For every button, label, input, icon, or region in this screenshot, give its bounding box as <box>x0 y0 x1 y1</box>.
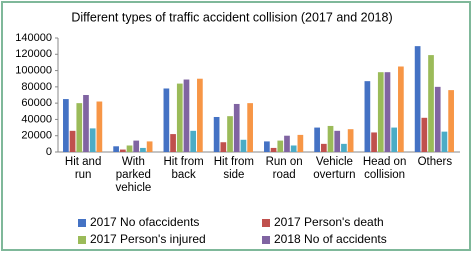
bar <box>290 145 297 152</box>
bar <box>364 81 371 152</box>
legend-label: 2017 No ofaccidents <box>90 215 199 229</box>
bar <box>334 130 341 152</box>
y-tick-label: 0 <box>46 146 52 158</box>
bar <box>227 116 233 152</box>
legend-label: 2018 No of accidents <box>274 232 387 246</box>
bar <box>119 149 126 152</box>
bar <box>89 128 96 152</box>
legend-label: 2017 Person's injured <box>90 232 206 246</box>
bar <box>398 66 404 152</box>
bar <box>448 90 454 152</box>
bar <box>197 78 203 152</box>
y-tick-label: 40000 <box>21 113 52 125</box>
bar <box>264 141 270 152</box>
bar <box>146 141 153 152</box>
bar <box>270 147 277 152</box>
bar <box>69 130 76 152</box>
bar <box>126 145 133 152</box>
legend-label: 2017 Person's death <box>274 215 384 229</box>
bar <box>421 117 428 152</box>
bar <box>133 140 140 152</box>
bar <box>213 116 220 152</box>
bar <box>327 125 334 152</box>
y-tick-label: 60000 <box>21 97 52 109</box>
bar <box>96 101 103 152</box>
bar <box>384 72 391 152</box>
y-tick-label: 100000 <box>15 64 52 76</box>
bar <box>240 139 247 152</box>
x-tick-label: Hit and run <box>64 156 102 181</box>
bar <box>277 140 284 152</box>
bar <box>220 142 227 152</box>
bar <box>76 103 83 152</box>
bar <box>163 88 170 152</box>
bar <box>183 79 190 152</box>
bar <box>247 103 253 152</box>
bar <box>414 46 421 153</box>
bar <box>434 86 441 152</box>
bar <box>314 127 320 152</box>
bar <box>391 127 398 152</box>
bar <box>140 147 146 152</box>
bar <box>170 134 176 152</box>
bar <box>176 83 183 152</box>
bar <box>83 95 89 152</box>
bar <box>341 143 347 152</box>
bar <box>63 99 69 152</box>
chart-title: Different types of traffic accident coll… <box>71 10 392 24</box>
bar <box>441 131 448 152</box>
bar <box>347 129 354 152</box>
bar <box>428 55 434 152</box>
y-tick-label: 80000 <box>21 81 52 93</box>
legend-swatch <box>78 219 86 227</box>
bar <box>284 135 290 152</box>
legend-swatch <box>78 236 86 244</box>
legend-swatch <box>262 219 270 227</box>
y-tick-label: 120000 <box>15 48 52 60</box>
x-tick-label: Hit from back <box>163 156 204 181</box>
x-tick-label: Head on collision <box>362 156 407 181</box>
y-tick-label: 140000 <box>15 32 52 44</box>
bar <box>297 134 304 152</box>
x-tick-label: Vehicle overturn <box>313 156 356 181</box>
x-tick-label: With parked vehicle <box>115 156 152 194</box>
bar <box>113 146 119 152</box>
bar <box>190 130 197 152</box>
legend-swatch <box>262 236 270 244</box>
bar <box>371 132 377 152</box>
y-tick-label: 20000 <box>21 130 52 142</box>
bar <box>233 103 240 152</box>
x-tick-label: Hit from side <box>213 156 254 181</box>
bar <box>377 72 384 152</box>
x-tick-label: Run on road <box>265 156 303 181</box>
bar <box>320 143 327 152</box>
x-tick-label: Others <box>417 156 453 168</box>
